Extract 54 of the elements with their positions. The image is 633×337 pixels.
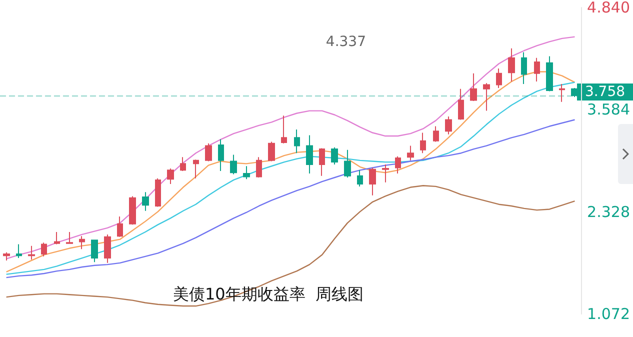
candlestick — [256, 156, 262, 178]
candlestick — [28, 245, 35, 260]
line-series — [6, 36, 576, 260]
candlestick — [66, 232, 73, 244]
candlestick — [54, 232, 60, 245]
candlestick — [243, 166, 250, 180]
y-tick-label: 1.072 — [587, 305, 630, 323]
candlestick — [534, 57, 540, 82]
candlestick — [508, 48, 515, 82]
candlestick — [79, 236, 85, 250]
candlestick — [268, 141, 275, 162]
candlestick — [357, 170, 363, 187]
candlestick — [319, 148, 325, 176]
candlestick — [180, 156, 186, 172]
candlestick — [331, 146, 338, 165]
candlestick — [3, 252, 10, 261]
candlestick — [470, 72, 477, 102]
line-series — [6, 185, 576, 307]
ref-line-label: 3.758 — [584, 84, 626, 100]
candlestick — [16, 244, 22, 259]
candlestick — [205, 142, 212, 162]
line-series — [6, 119, 576, 278]
y-tick-label: 2.328 — [587, 202, 630, 221]
candlestick — [142, 192, 149, 212]
candlestick — [281, 115, 287, 144]
candlestick — [167, 168, 174, 185]
candlestick — [369, 167, 376, 196]
candlestick — [193, 159, 199, 179]
candlestick — [521, 52, 527, 84]
y-tick-label: 4.840 — [587, 0, 630, 16]
candlestick — [155, 178, 161, 208]
candlestick — [306, 134, 313, 174]
candlestick — [420, 132, 426, 154]
candlestick — [218, 138, 224, 172]
candlestick — [382, 164, 389, 183]
candlestick — [395, 156, 401, 174]
candlestick — [129, 196, 136, 226]
candlestick — [104, 234, 111, 264]
candlestick — [546, 56, 553, 92]
candlestick — [294, 129, 300, 154]
candlestick — [433, 126, 439, 142]
candlestick — [483, 82, 490, 112]
annotation: 4.337 — [326, 34, 366, 50]
candlestick — [117, 216, 123, 238]
candlestick — [445, 116, 452, 135]
candlestick — [344, 149, 351, 178]
candlestick — [41, 242, 47, 257]
y-tick-label: 3.584 — [587, 100, 630, 119]
candlestick — [230, 154, 237, 175]
candlestick — [407, 145, 414, 161]
candlestick — [496, 68, 502, 89]
candlestick — [559, 83, 565, 102]
candlestick — [458, 88, 464, 120]
candlestick — [91, 240, 98, 263]
